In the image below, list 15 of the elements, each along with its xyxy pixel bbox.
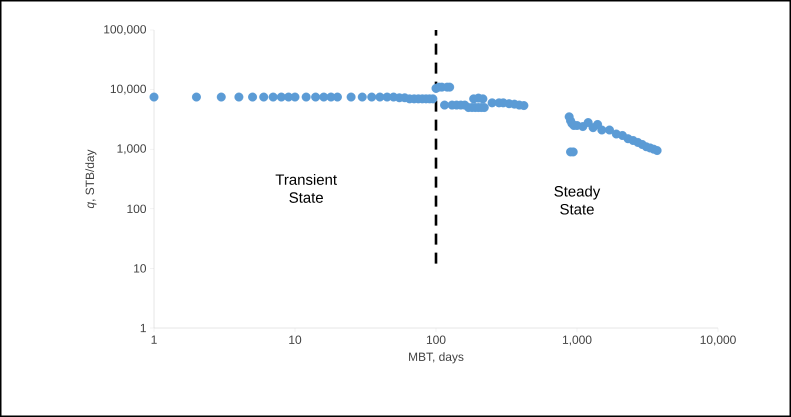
annotation: Transient State <box>276 174 337 203</box>
x-tick-label: 1 <box>152 336 157 344</box>
x-tick-label: 100 <box>426 336 446 344</box>
x-tick-label: 1,000 <box>562 336 592 346</box>
annotation: Steady State <box>554 186 600 215</box>
y-tick-label: 10 <box>134 264 146 273</box>
x-tick-label: 10 <box>289 336 302 344</box>
y-tick-label: 100,000 <box>104 25 146 35</box>
y-tick-label: 100 <box>127 204 146 214</box>
x-tick-label: 10,000 <box>700 336 736 346</box>
y-axis-title: q, STB/day <box>85 149 96 208</box>
y-tick-label: 1,000 <box>117 144 146 154</box>
y-tick-label: 1 <box>140 324 146 332</box>
x-axis-title: MBT, days <box>409 352 464 364</box>
y-tick-label: 10,000 <box>110 84 146 95</box>
